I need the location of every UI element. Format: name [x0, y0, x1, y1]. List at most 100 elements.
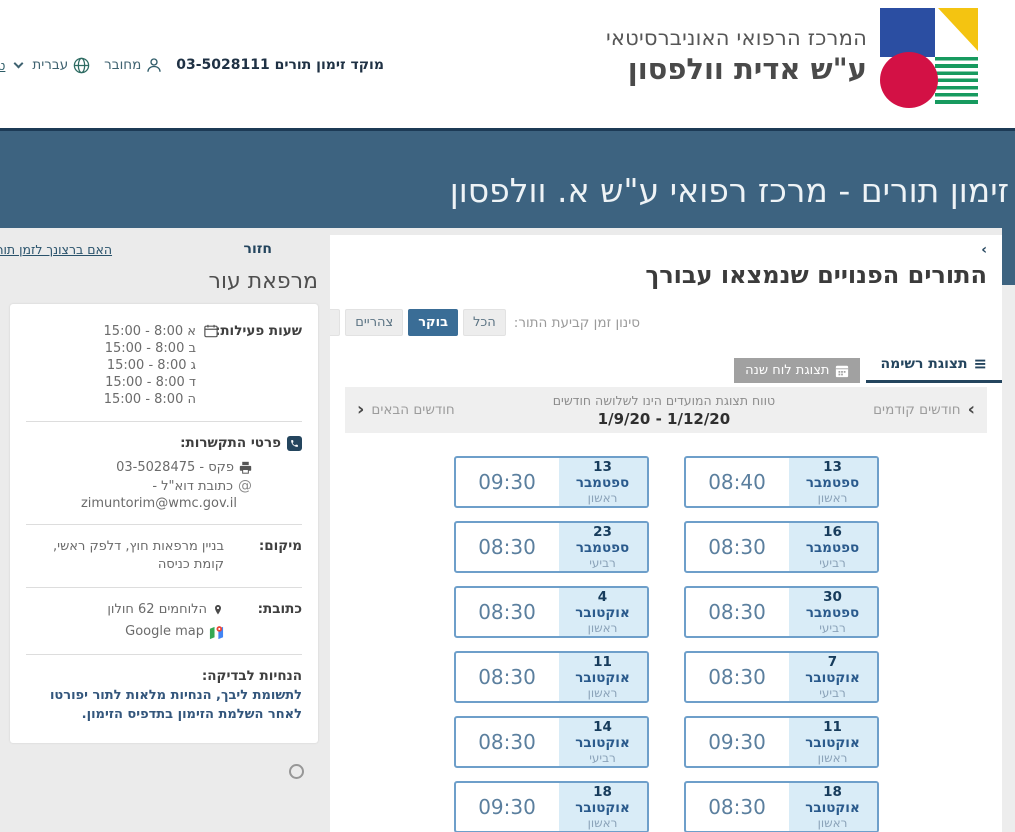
appointment-day: 11: [593, 654, 612, 670]
appointment-card[interactable]: 18 אוקטובר ראשון 08:30: [683, 781, 879, 832]
logo-yellow-triangle: [938, 8, 978, 51]
appointment-day: 11: [823, 719, 842, 735]
filter-option[interactable]: הכל: [463, 309, 506, 336]
filter-option[interactable]: בוקר: [408, 309, 459, 336]
appointment-day: 13: [593, 459, 612, 475]
appointments-grid: 13 ספטמבר ראשון 08:40 13 ספטמבר ראשון: [453, 456, 879, 832]
appointment-month: ספטמבר: [575, 540, 630, 556]
appointment-time: 08:30: [708, 795, 766, 819]
appointment-month: ספטמבר: [575, 475, 630, 491]
contact-title-row: פרטי התקשרות:: [26, 435, 302, 451]
collapse-chevron-icon[interactable]: ›: [981, 242, 987, 258]
location-value: בניין מרפאות חוץ, דלפק ראשי, קומת כניסה: [53, 539, 224, 572]
language-selector[interactable]: עברית: [13, 56, 91, 75]
tab-calendar-view[interactable]: תצוגת לוח שנה: [734, 358, 861, 383]
appointment-time: 08:30: [478, 535, 536, 559]
appointment-card[interactable]: 11 אוקטובר ראשון 09:30: [683, 716, 879, 768]
appointment-time: 08:30: [708, 600, 766, 624]
calendar-icon: [835, 364, 849, 378]
appointment-month: ספטמבר: [805, 475, 860, 491]
results-heading: התורים הפנויים שנמצאו עבורך: [645, 261, 987, 289]
appointment-time: 09:30: [708, 730, 766, 754]
appointment-day: 23: [593, 524, 612, 540]
tab-list-view[interactable]: ≡ תצוגת רשימה: [866, 354, 1002, 383]
back-button[interactable]: חזור: [243, 241, 272, 257]
appointment-time: 09:30: [478, 795, 536, 819]
calendar-tab-label: תצוגת לוח שנה: [745, 363, 830, 378]
time-filter-row: סינון זמן קביעת התור: הכל בוקר צהריים ער…: [297, 309, 640, 336]
appointment-request-form-link[interactable]: טופס בקשה לזימון תור: [0, 57, 6, 73]
appointment-weekday: ראשון: [817, 751, 848, 765]
appointment-day: 7: [827, 654, 838, 670]
logo-red-circle: [880, 52, 938, 108]
instructions-text: לתשומת ליבך, הנחיות מלאות לתור יפורטו לא…: [49, 688, 302, 722]
appointment-card[interactable]: 30 ספטמבר רביעי 08:30: [683, 586, 879, 638]
chevron-right-icon: ›: [967, 399, 975, 420]
location-label: מיקום:: [258, 538, 302, 554]
email-address-link[interactable]: zimuntorim@wmc.gov.il: [80, 496, 238, 511]
connected-status[interactable]: מחובר: [104, 56, 163, 74]
working-hours-values: א 8:00 - 15:00 ב 8:00 - 15:00 ג 8:00 - 15:…: [104, 323, 218, 408]
appointment-time: 08:40: [708, 470, 766, 494]
filter-option[interactable]: צהריים: [345, 309, 404, 336]
prev-months-button[interactable]: › חודשים קודמים: [873, 401, 975, 419]
appointment-day: 18: [823, 784, 842, 800]
hours-line: א 8:00 - 15:00: [103, 324, 196, 339]
google-map-link[interactable]: Google map: [26, 623, 224, 641]
appointment-month: אוקטובר: [575, 735, 630, 751]
appointment-month: אוקטובר: [805, 800, 860, 816]
appointment-card[interactable]: 11 אוקטובר ראשון 08:30: [453, 651, 649, 703]
view-tabs: ≡ תצוגת רשימה תצוגת: [345, 354, 1002, 383]
appointment-time: 09:30: [478, 470, 536, 494]
appointment-weekday: ראשון: [817, 816, 848, 830]
appointment-card[interactable]: 16 ספטמבר רביעי 08:30: [683, 521, 879, 573]
appointment-card[interactable]: 23 ספטמבר רביעי 08:30: [453, 521, 649, 573]
address-label: כתובת:: [257, 601, 302, 617]
logo-blue-square: [880, 8, 935, 57]
clinic-name: מרפאת עור: [208, 269, 318, 294]
top-links-bar: מוקד זימון תורים 03-5028111 מחובר עברית: [0, 53, 384, 77]
chevron-left-icon: ‹: [357, 399, 365, 420]
fax-line: פקס - 03-5028475: [26, 458, 252, 477]
appointment-card[interactable]: 18 אוקטובר ראשון 09:30: [453, 781, 649, 832]
appointment-card[interactable]: 14 אוקטובר רביעי 08:30: [453, 716, 649, 768]
appointment-card[interactable]: 13 ספטמבר ראשון 08:40: [683, 456, 879, 508]
scroll-track[interactable]: [1002, 285, 1015, 832]
appointment-date: 11 אוקטובר ראשון: [558, 653, 647, 701]
email-label: כתובת דוא"ל -: [152, 479, 233, 494]
appointment-card[interactable]: 7 אוקטובר רביעי 08:30: [683, 651, 879, 703]
loading-spinner: [289, 764, 304, 779]
top-header: המרכז הרפואי האוניברסיטאי ע"ש אדית וולפס…: [0, 0, 1015, 128]
instructions-label: הנחיות לבדיקה:: [201, 668, 302, 684]
contact-label: פרטי התקשרות:: [180, 435, 281, 451]
appointment-month: אוקטובר: [805, 670, 860, 686]
phone-icon: [287, 435, 302, 451]
at-icon: @: [238, 478, 252, 494]
appointment-time: 08:30: [708, 535, 766, 559]
globe-icon: [72, 56, 91, 75]
address-text: הלוחמים 62 חולון: [107, 602, 207, 617]
new-appointment-link[interactable]: האם ברצונך לזמן תור חדש?: [0, 241, 113, 257]
brand-text: המרכז הרפואי האוניברסיטאי ע"ש אדית וולפס…: [606, 26, 867, 86]
appointment-date: 13 ספטמבר ראשון: [558, 458, 647, 506]
main-panel: › התורים הפנויים שנמצאו עבורך סינון זמן …: [297, 235, 1002, 832]
logo-green-stripes: [935, 57, 978, 106]
list-tab-label: תצוגת רשימה: [880, 355, 968, 372]
appointment-card[interactable]: 13 ספטמבר ראשון 09:30: [453, 456, 649, 508]
appointment-month: אוקטובר: [575, 605, 630, 621]
clinic-info-card: שעות פעילות: א 8:00 - 15:00 ב 8:00 - 15:0…: [10, 304, 318, 743]
fax-icon: [239, 461, 252, 474]
range-dates: 1/9/20 - 1/12/20: [597, 409, 731, 428]
appointment-time: 08:30: [708, 665, 766, 689]
appointment-date: 14 אוקטובר רביעי: [558, 718, 647, 766]
appointment-day: 13: [823, 459, 842, 475]
appointment-card[interactable]: 4 אוקטובר ראשון 08:30: [453, 586, 649, 638]
months-navigation: › חודשים קודמים טווח תצוגת המועדים הינו …: [345, 387, 987, 433]
appointment-date: 18 אוקטובר ראשון: [788, 783, 877, 831]
email-label-line: @ כתובת דוא"ל -: [26, 477, 252, 496]
contact-lines: פקס - 03-5028475 @ כתובת דוא"ל - zimunto…: [26, 458, 302, 511]
appointment-time: 08:30: [478, 600, 536, 624]
address-section: כתובת: הלוחמים 62 חולון: [26, 588, 302, 655]
next-months-button[interactable]: חודשים הבאים ‹: [357, 401, 455, 419]
appointment-weekday: רביעי: [819, 621, 846, 635]
